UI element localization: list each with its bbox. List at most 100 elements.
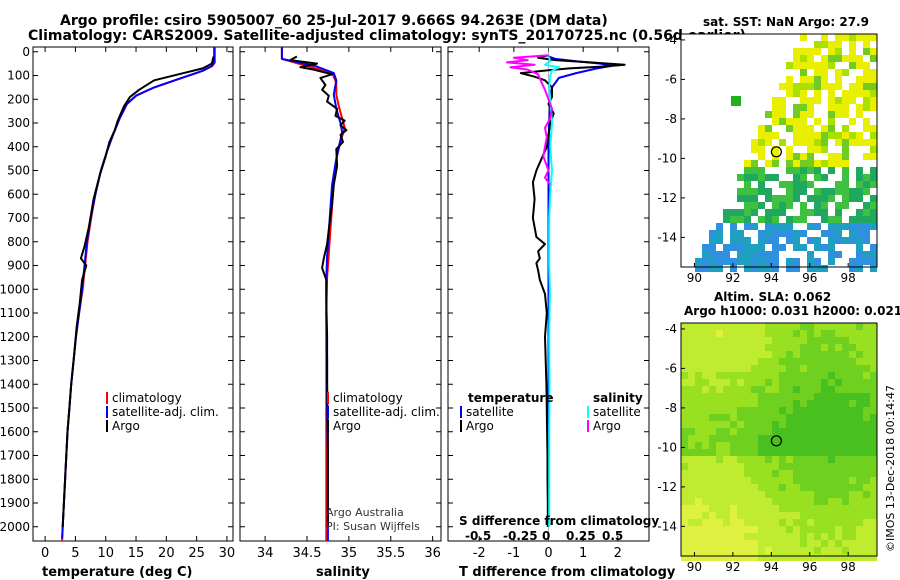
sla-cell (702, 442, 709, 449)
sst-cell (786, 181, 793, 188)
sla-cell (828, 365, 835, 372)
sla-cell (751, 554, 758, 561)
sst-cell (835, 76, 842, 83)
sla-cell (870, 526, 877, 533)
sla-cell (821, 533, 828, 540)
sla-cell (737, 400, 744, 407)
sst-cell (765, 216, 772, 223)
sla-cell (856, 372, 863, 379)
sla-cell (863, 456, 870, 463)
sst-cell (716, 223, 723, 230)
sla-cell (737, 393, 744, 400)
sla-cell (856, 400, 863, 407)
sla-cell (849, 358, 856, 365)
sla-cell (744, 351, 751, 358)
sst-cell (863, 223, 870, 230)
sla-cell (856, 421, 863, 428)
sst-cell (814, 223, 821, 230)
sst-cell (807, 167, 814, 174)
sla-cell (814, 519, 821, 526)
sla-cell (744, 526, 751, 533)
sla-cell (744, 484, 751, 491)
sla-cell (765, 400, 772, 407)
sst-cell (730, 216, 737, 223)
sla-cell (772, 421, 779, 428)
sst-cell (821, 160, 828, 167)
sst-cell (723, 258, 730, 265)
sla-cell (695, 386, 702, 393)
sla-cell (786, 456, 793, 463)
sla-cell (681, 330, 688, 337)
sla-cell (765, 477, 772, 484)
sla-cell (870, 463, 877, 470)
sla-cell (716, 456, 723, 463)
sla-cell (681, 337, 688, 344)
sla-cell (828, 547, 835, 554)
sla-cell (688, 526, 695, 533)
sla-cell (723, 435, 730, 442)
sla-cell (800, 407, 807, 414)
sla-cell (786, 498, 793, 505)
sla-cell (821, 400, 828, 407)
sla-cell (702, 477, 709, 484)
sst-cell (737, 251, 744, 258)
sla-cell (772, 372, 779, 379)
sst-cell (870, 167, 877, 174)
sla-cell (758, 477, 765, 484)
sla-cell (779, 414, 786, 421)
sla-cell (702, 421, 709, 428)
sla-cell (814, 414, 821, 421)
sla-cell (863, 512, 870, 519)
sst-cell (842, 90, 849, 97)
sla-cell (681, 456, 688, 463)
sla-cell (828, 421, 835, 428)
sla-cell (814, 554, 821, 561)
sla-cell (849, 470, 856, 477)
sla-cell (807, 379, 814, 386)
sla-cell (870, 330, 877, 337)
sla-cell (793, 491, 800, 498)
sla-cell (751, 442, 758, 449)
sst-cell (716, 258, 723, 265)
sla-cell (744, 533, 751, 540)
sla-cell (835, 498, 842, 505)
sst-cell (856, 139, 863, 146)
x-tick-label: -1 (507, 546, 520, 561)
sla-cell (688, 477, 695, 484)
sla-cell (723, 337, 730, 344)
sst-cell (814, 160, 821, 167)
sla-cell (688, 393, 695, 400)
sla-cell (702, 365, 709, 372)
sla-cell (737, 540, 744, 547)
sla-cell (723, 477, 730, 484)
x-tick-label: -2 (473, 546, 486, 561)
sla-cell (751, 463, 758, 470)
sla-cell (751, 330, 758, 337)
sla-cell (821, 456, 828, 463)
sla-cell (828, 393, 835, 400)
sla-cell (695, 365, 702, 372)
sst-cell (835, 139, 842, 146)
sst-cell (849, 55, 856, 62)
sst-cell (870, 125, 877, 132)
sla-cell (737, 337, 744, 344)
map-y-tick-label: -14 (657, 519, 677, 533)
sla-cell (688, 337, 695, 344)
sla-cell (793, 442, 800, 449)
sla-cell (723, 407, 730, 414)
sst-cell (800, 62, 807, 69)
sla-cell (751, 491, 758, 498)
sla-cell (856, 414, 863, 421)
sla-cell (730, 498, 737, 505)
sla-cell (681, 498, 688, 505)
sla-cell (842, 456, 849, 463)
sla-cell (793, 435, 800, 442)
sst-cell (842, 146, 849, 153)
sla-cell (807, 323, 814, 330)
sla-cell (842, 407, 849, 414)
sla-cell (779, 547, 786, 554)
map-y-tick-label: -8 (665, 112, 677, 126)
sst-cell (716, 265, 723, 272)
sla-cell (835, 470, 842, 477)
sla-cell (681, 540, 688, 547)
